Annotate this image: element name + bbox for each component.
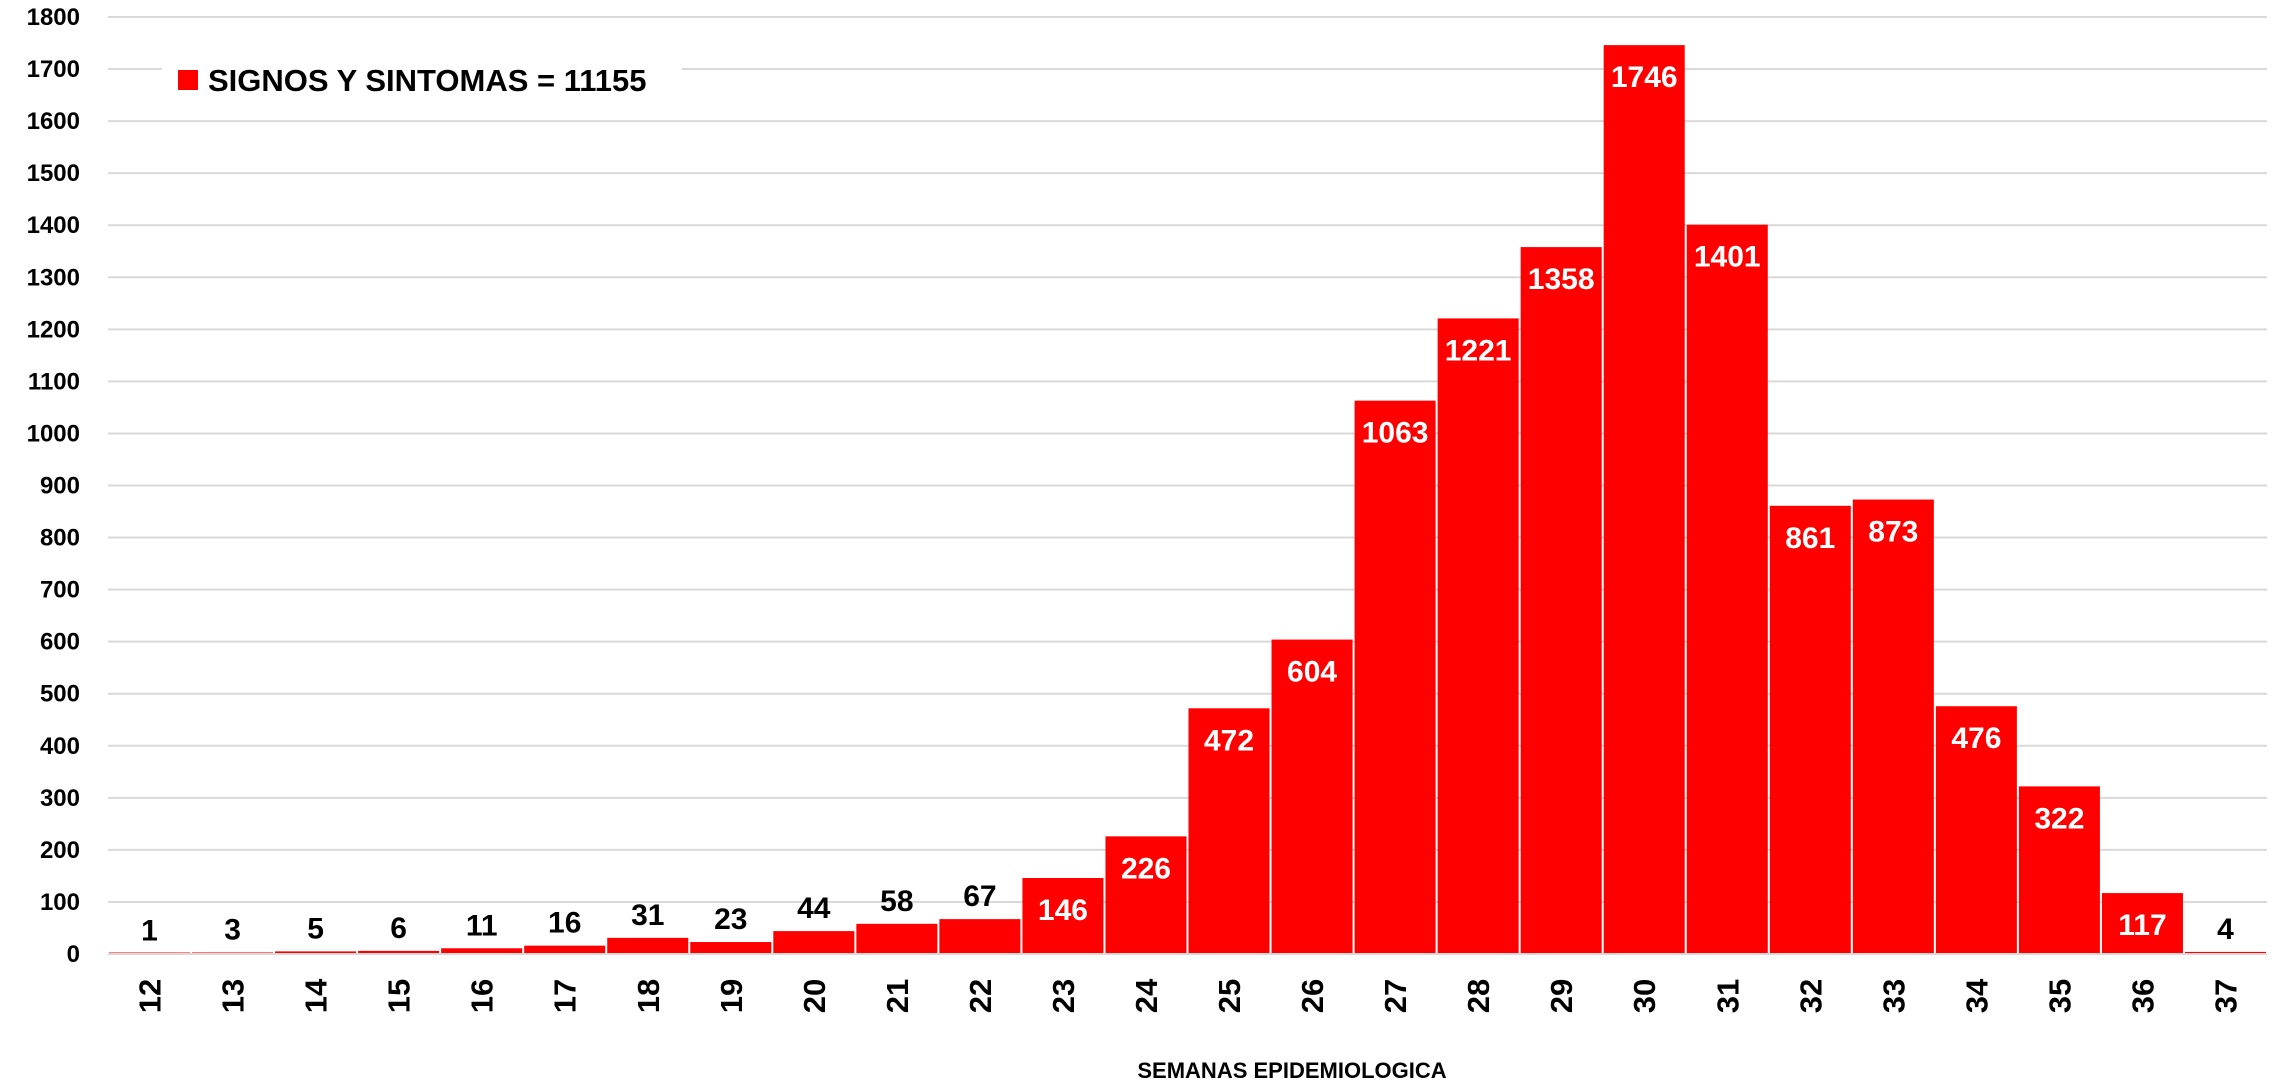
y-tick-label: 0	[67, 941, 80, 968]
data-label: 322	[2034, 802, 2084, 835]
legend-label: SIGNOS Y SINTOMAS = 11155	[208, 63, 647, 98]
y-tick-label: 1500	[27, 160, 80, 187]
data-label: 3	[224, 913, 241, 946]
bar-week-20	[773, 931, 854, 954]
x-tick-label: 28	[1461, 979, 1496, 1013]
data-label: 604	[1287, 656, 1337, 689]
bar-week-30	[1604, 45, 1685, 954]
data-label: 226	[1121, 852, 1171, 885]
x-tick-label: 31	[1710, 979, 1745, 1013]
x-tick-label: 13	[216, 979, 251, 1013]
x-tick-label: 18	[631, 979, 666, 1013]
data-label: 23	[714, 903, 747, 936]
bars	[109, 45, 2266, 954]
x-tick-label: 19	[714, 979, 749, 1013]
data-label: 1401	[1694, 241, 1761, 274]
bar-week-19	[690, 942, 771, 954]
y-tick-label: 900	[40, 473, 80, 500]
bar-week-29	[1521, 247, 1602, 954]
x-tick-label: 30	[1627, 979, 1662, 1013]
legend-swatch	[178, 70, 198, 90]
bar-week-31	[1687, 225, 1768, 954]
data-label: 146	[1038, 894, 1088, 927]
y-tick-label: 1300	[27, 264, 80, 291]
data-label: 44	[797, 892, 831, 925]
data-label: 472	[1204, 724, 1254, 757]
y-tick-label: 1200	[27, 316, 80, 343]
legend: SIGNOS Y SINTOMAS = 11155	[162, 55, 682, 107]
x-tick-label: 33	[1876, 979, 1911, 1013]
x-tick-label: 29	[1544, 979, 1579, 1013]
data-label: 16	[548, 907, 581, 940]
bar-week-27	[1355, 401, 1436, 954]
x-tick-label: 22	[963, 979, 998, 1013]
x-tick-label: 17	[548, 979, 583, 1013]
x-tick-label: 21	[880, 979, 915, 1013]
y-tick-label: 1100	[28, 368, 80, 395]
bar-week-33	[1853, 500, 1934, 954]
bar-week-21	[856, 924, 937, 954]
bar-week-32	[1770, 506, 1851, 954]
x-tick-label: 25	[1212, 979, 1247, 1013]
bar-week-17	[524, 946, 605, 954]
data-label: 1746	[1611, 61, 1678, 94]
x-tick-label: 27	[1378, 979, 1413, 1013]
x-tick-label: 16	[465, 979, 500, 1013]
y-tick-label: 300	[40, 785, 80, 812]
x-tick-label: 32	[1793, 979, 1828, 1013]
x-tick-label: 20	[797, 979, 832, 1013]
y-tick-label: 500	[40, 681, 80, 708]
data-label: 5	[307, 912, 324, 945]
x-tick-label: 35	[2042, 979, 2077, 1013]
data-label: 873	[1868, 516, 1918, 549]
y-axis-tick-labels: 0 100 200 300 400 500 600 700 800 900 1000 1100 1200…	[27, 4, 80, 968]
x-tick-label: 24	[1129, 978, 1164, 1013]
y-tick-label: 1000	[27, 420, 80, 447]
x-axis-title: SEMANAS EPIDEMIOLOGICA	[1137, 1058, 1446, 1083]
bar-week-22	[939, 919, 1020, 954]
x-tick-label: 15	[382, 979, 417, 1013]
y-tick-label: 200	[40, 837, 80, 864]
y-tick-label: 600	[40, 629, 80, 656]
y-tick-label: 1800	[27, 4, 80, 31]
y-tick-label: 700	[40, 577, 80, 604]
y-tick-label: 100	[40, 889, 80, 916]
x-tick-label: 37	[2208, 979, 2243, 1013]
data-label: 1063	[1362, 417, 1429, 450]
y-tick-label: 400	[40, 733, 80, 760]
data-label: 861	[1785, 522, 1835, 555]
data-label: 1	[141, 914, 158, 947]
x-tick-label: 26	[1295, 979, 1330, 1013]
data-label: 4	[2217, 913, 2234, 946]
x-axis-tick-labels: 12 13 14 15 16 17 18 19 20 21 22 23 24 25 26 27 28 29 30 31…	[133, 978, 2244, 1013]
bar-week-18	[607, 938, 688, 954]
data-label: 1221	[1445, 334, 1512, 367]
data-label: 6	[390, 912, 407, 945]
data-label: 117	[2118, 909, 2166, 942]
data-label: 476	[1951, 722, 2001, 755]
x-tick-label: 12	[133, 979, 168, 1013]
x-tick-label: 36	[2125, 979, 2160, 1013]
data-label: 1358	[1528, 263, 1595, 296]
bar-week-28	[1438, 318, 1519, 954]
x-tick-label: 23	[1046, 979, 1081, 1013]
data-label: 31	[631, 899, 664, 932]
y-tick-label: 1400	[27, 212, 80, 239]
data-label: 67	[963, 880, 996, 913]
data-label: 11	[466, 909, 498, 942]
y-tick-label: 1700	[27, 56, 80, 83]
y-tick-label: 1600	[27, 108, 80, 135]
x-tick-label: 14	[299, 978, 334, 1013]
data-label: 58	[880, 885, 913, 918]
y-tick-label: 800	[40, 525, 80, 552]
x-tick-label: 34	[1959, 978, 1994, 1013]
